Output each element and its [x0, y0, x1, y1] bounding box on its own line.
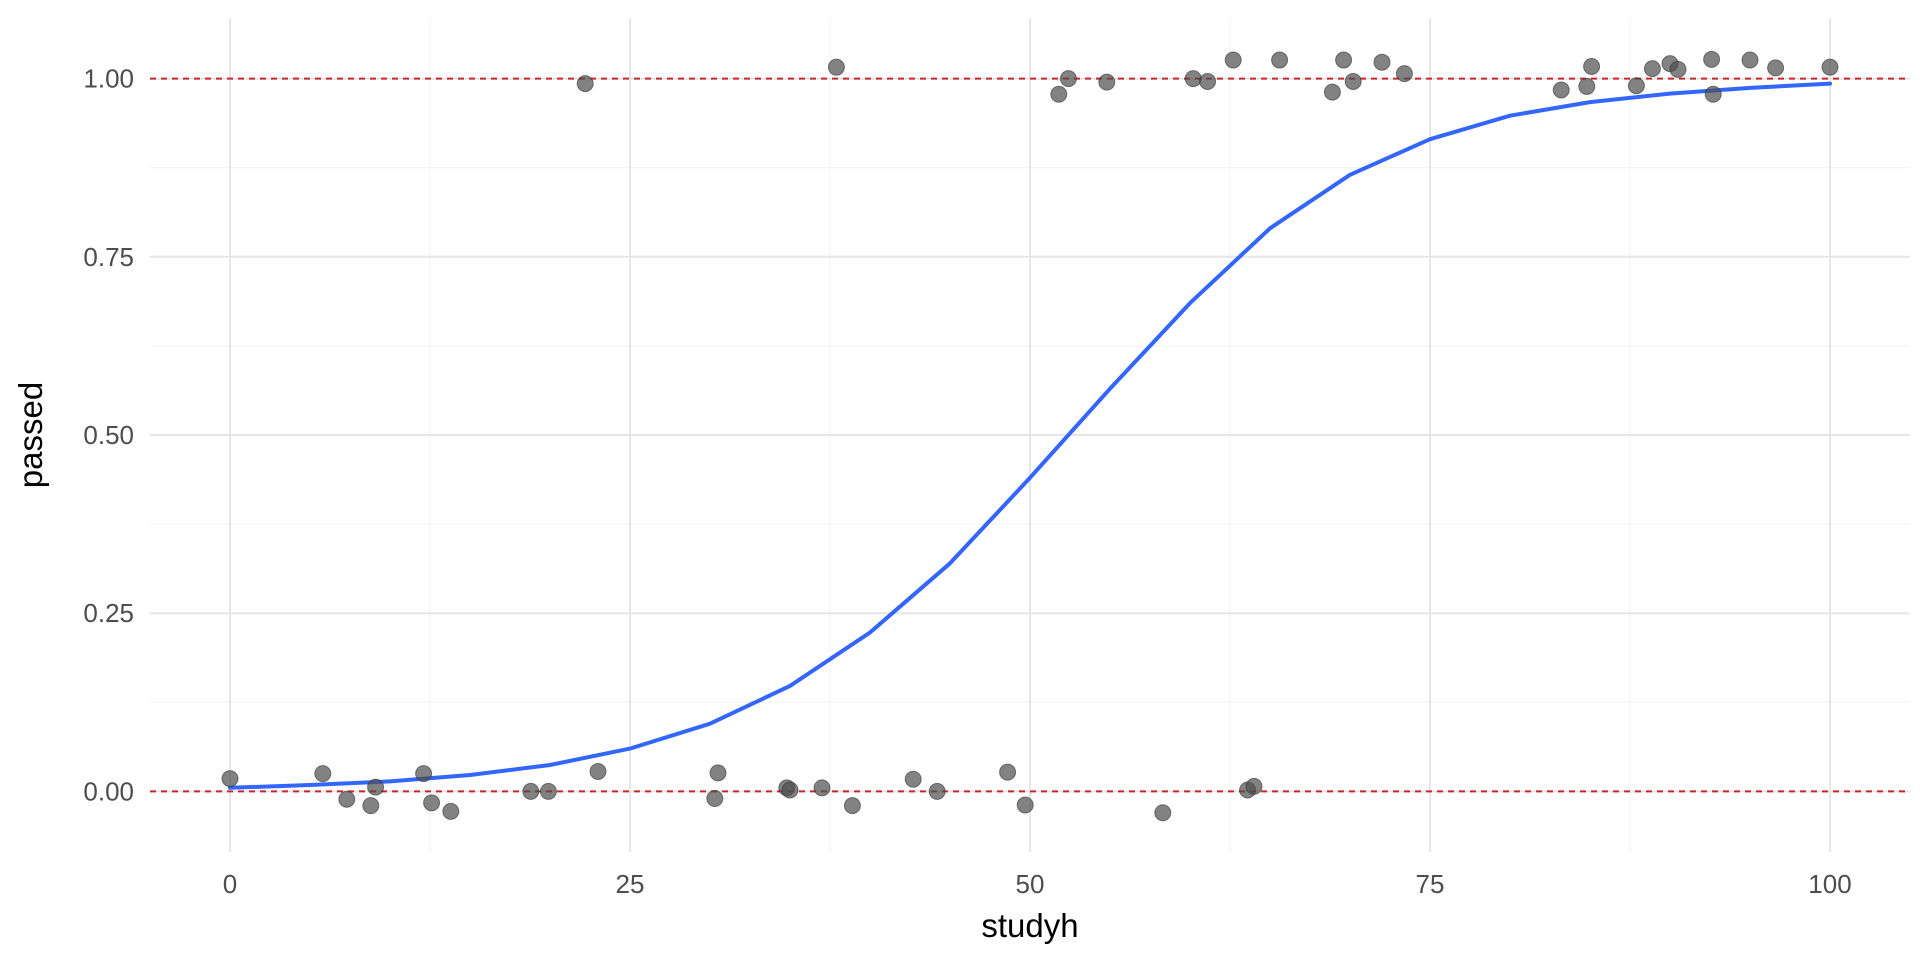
data-point: [709, 764, 727, 782]
x-tick-label: 50: [1016, 869, 1045, 899]
data-point: [415, 765, 433, 783]
data-point: [1271, 51, 1289, 69]
x-tick-label: 75: [1416, 869, 1445, 899]
x-tick-label: 0: [223, 869, 237, 899]
data-point: [1016, 796, 1034, 814]
data-point: [1344, 72, 1362, 90]
data-point: [423, 794, 441, 812]
data-point: [1552, 81, 1570, 99]
data-point: [1154, 804, 1172, 822]
data-point: [827, 58, 845, 76]
data-point: [1703, 50, 1721, 68]
data-point: [1578, 77, 1596, 95]
data-point: [1704, 85, 1722, 103]
data-point: [221, 770, 239, 788]
data-point: [1184, 70, 1202, 88]
x-tick-label: 100: [1808, 869, 1851, 899]
data-point: [1224, 51, 1242, 69]
data-point: [539, 782, 557, 800]
data-point: [367, 778, 385, 796]
data-point: [576, 75, 594, 93]
x-axis-ticks: 0 25 50 75 100: [223, 869, 1852, 899]
y-tick-label: 0.75: [83, 242, 134, 272]
data-point: [928, 782, 946, 800]
data-point: [843, 797, 861, 815]
y-axis-ticks: 0.00 0.25 0.50 0.75 1.00: [83, 64, 134, 807]
data-point: [1098, 73, 1116, 91]
data-point: [1821, 58, 1839, 76]
data-point: [813, 779, 831, 797]
fitted-curve-layer: [228, 81, 1832, 790]
y-tick-label: 0.00: [83, 776, 134, 806]
data-point: [522, 782, 540, 800]
y-tick-label: 0.25: [83, 598, 134, 628]
data-point: [1245, 777, 1263, 795]
y-tick-label: 1.00: [83, 64, 134, 94]
data-point: [362, 797, 380, 815]
data-point: [1643, 60, 1661, 78]
data-point: [706, 790, 724, 808]
reference-lines: [150, 77, 1910, 793]
fitted-logistic-curve: [228, 81, 1832, 790]
data-point: [1583, 57, 1601, 75]
data-point: [781, 781, 799, 799]
data-point: [1395, 65, 1413, 83]
data-points-layer: [221, 50, 1839, 822]
data-point: [1627, 77, 1645, 95]
data-point: [1323, 83, 1341, 101]
data-point: [1199, 72, 1217, 90]
grid-layer: [150, 18, 1910, 852]
data-point: [338, 790, 356, 808]
y-tick-label: 0.50: [83, 420, 134, 450]
x-axis-title: studyh: [981, 907, 1078, 944]
data-point: [1059, 70, 1077, 88]
data-point: [314, 765, 332, 783]
data-point: [1741, 51, 1759, 69]
data-point: [442, 802, 460, 820]
y-axis-title: passed: [12, 382, 49, 488]
data-point: [1669, 60, 1687, 78]
data-point: [1335, 51, 1353, 69]
data-point: [1767, 59, 1785, 77]
data-point: [589, 762, 607, 780]
data-point: [1373, 53, 1391, 71]
data-point: [1050, 85, 1068, 103]
x-tick-label: 25: [616, 869, 645, 899]
data-point: [904, 770, 922, 788]
data-point: [999, 763, 1017, 781]
